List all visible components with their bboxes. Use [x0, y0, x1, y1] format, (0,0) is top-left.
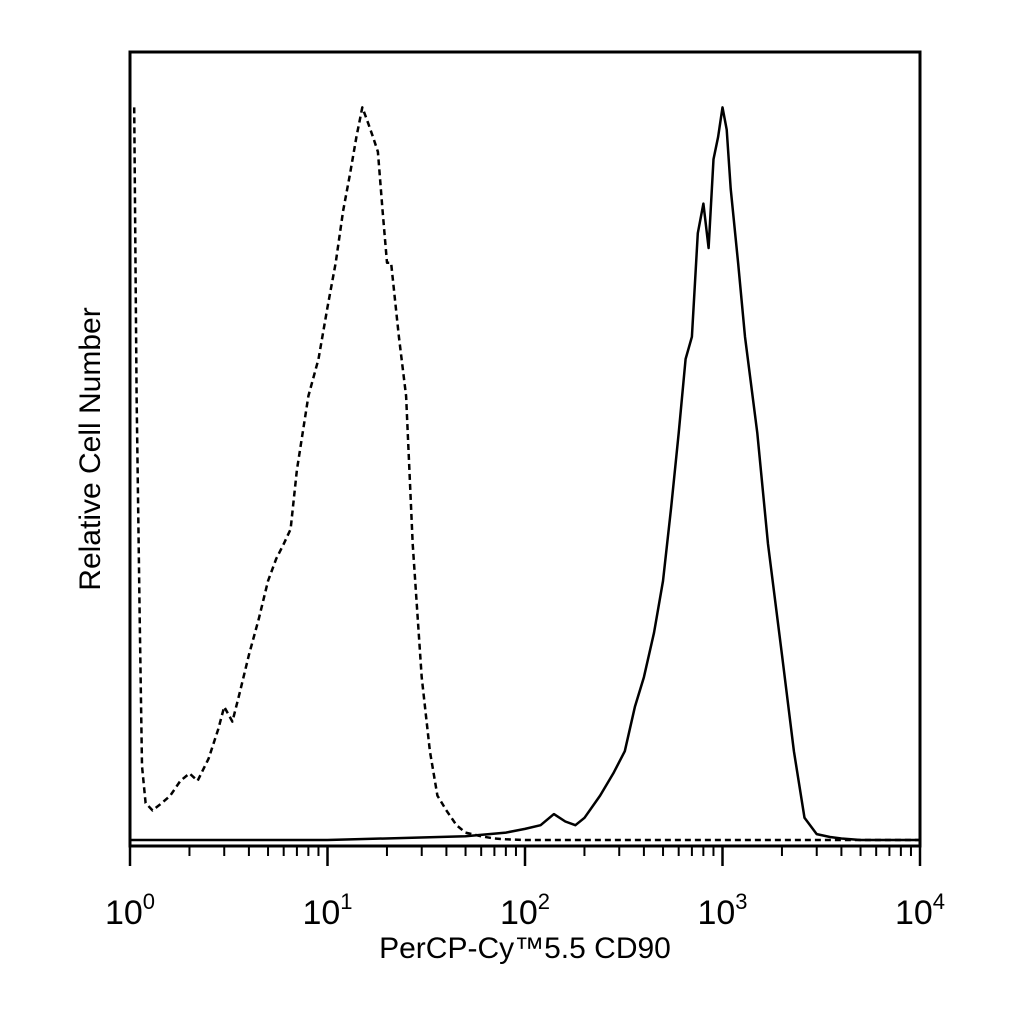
x-tick-label: 103	[697, 889, 747, 932]
x-tick-label: 104	[895, 889, 945, 932]
y-axis-title: Relative Cell Number	[74, 307, 107, 590]
x-axis: 100 101 102 103 104	[105, 846, 945, 932]
x-axis-title: PerCP-Cy™5.5 CD90	[379, 932, 671, 965]
x-tick-label: 101	[302, 889, 352, 932]
series-layer	[130, 106, 920, 842]
series-line-solid	[130, 106, 920, 842]
x-tick-label: 102	[500, 889, 550, 932]
plot-frame	[128, 50, 922, 848]
x-tick-label: 100	[105, 889, 155, 932]
